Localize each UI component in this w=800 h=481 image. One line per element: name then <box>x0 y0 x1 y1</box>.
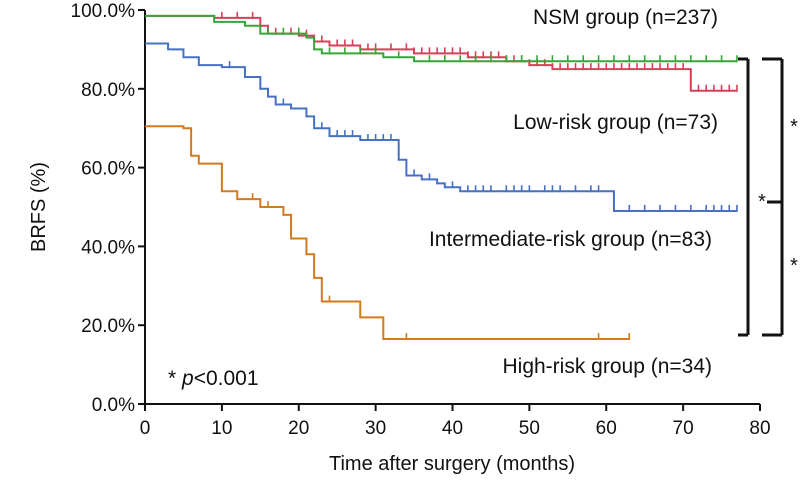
survival-curve <box>145 14 737 63</box>
x-tick-label-30: 30 <box>365 418 386 439</box>
x-tick-label-10: 10 <box>211 418 232 439</box>
axis-ticks: 0 10 20 30 40 50 60 70 80 0.0% 20.0% 40.0% 60.0% 80.0… <box>71 1 771 439</box>
series-1 <box>145 14 738 63</box>
y-tick-label-60: 60.0% <box>81 159 135 180</box>
x-tick-label-50: 50 <box>519 418 540 439</box>
bracket-nsm-high <box>738 57 750 337</box>
series-label-high-risk: High-risk group (n=34) <box>502 355 712 378</box>
p-value-star: * <box>168 367 182 390</box>
star-nsm-intermediate: * <box>790 116 798 138</box>
series-layer <box>145 11 738 340</box>
p-value-threshold: <0.001 <box>194 367 259 390</box>
y-tick-label-80: 80.0% <box>81 80 135 101</box>
p-value-symbol: p <box>181 367 194 390</box>
x-tick-label-70: 70 <box>673 418 694 439</box>
y-axis-title: BRFS (%) <box>28 162 50 252</box>
survival-curve <box>145 42 737 212</box>
y-tick-label-0: 0.0% <box>92 395 135 416</box>
p-value-annotation: * p<0.001 <box>168 367 259 390</box>
y-tick-label-40: 40.0% <box>81 237 135 258</box>
series-3 <box>145 125 631 340</box>
significance-brackets: * * * <box>738 57 798 337</box>
x-tick-label-80: 80 <box>749 418 770 439</box>
bracket-pairs <box>762 57 784 337</box>
series-label-nsm: NSM group (n=237) <box>533 6 718 29</box>
x-tick-label-40: 40 <box>442 418 463 439</box>
x-axis-title: Time after surgery (months) <box>329 453 575 475</box>
x-tick-label-0: 0 <box>140 418 151 439</box>
series-labels: NSM group (n=237) Low-risk group (n=73) … <box>429 6 718 378</box>
x-tick-label-20: 20 <box>288 418 309 439</box>
star-nsm-high: * <box>758 191 766 213</box>
series-label-intermediate-risk: Intermediate-risk group (n=83) <box>429 228 712 251</box>
series-2 <box>145 42 738 212</box>
y-tick-label-20: 20.0% <box>81 316 135 337</box>
y-tick-label-100: 100.0% <box>71 1 136 22</box>
survival-curve <box>145 125 630 340</box>
x-tick-label-60: 60 <box>596 418 617 439</box>
series-label-low-risk: Low-risk group (n=73) <box>513 111 718 134</box>
star-intermediate-high: * <box>790 255 798 277</box>
